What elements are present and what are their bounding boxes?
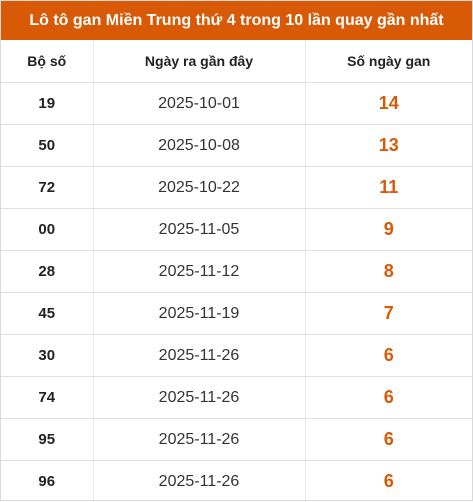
cell-days-gan: 6 <box>305 461 472 502</box>
table-row: 95 2025-11-26 6 <box>1 419 472 461</box>
cell-days-gan: 6 <box>305 419 472 461</box>
header-row: Bộ số Ngày ra gần đây Số ngày gan <box>1 40 472 83</box>
cell-last-date: 2025-11-05 <box>93 209 305 251</box>
cell-number: 50 <box>1 125 93 167</box>
cell-days-gan: 6 <box>305 377 472 419</box>
cell-days-gan: 13 <box>305 125 472 167</box>
cell-number: 30 <box>1 335 93 377</box>
cell-number: 00 <box>1 209 93 251</box>
table-row: 72 2025-10-22 11 <box>1 167 472 209</box>
cell-last-date: 2025-11-26 <box>93 335 305 377</box>
cell-number: 45 <box>1 293 93 335</box>
cell-days-gan: 14 <box>305 83 472 125</box>
cell-last-date: 2025-10-01 <box>93 83 305 125</box>
column-header-number: Bộ số <box>1 40 93 83</box>
cell-last-date: 2025-11-26 <box>93 377 305 419</box>
cell-last-date: 2025-11-26 <box>93 461 305 502</box>
cell-number: 95 <box>1 419 93 461</box>
cell-days-gan: 9 <box>305 209 472 251</box>
table-row: 19 2025-10-01 14 <box>1 83 472 125</box>
cell-last-date: 2025-11-19 <box>93 293 305 335</box>
table-row: 45 2025-11-19 7 <box>1 293 472 335</box>
cell-days-gan: 8 <box>305 251 472 293</box>
column-header-last-date: Ngày ra gần đây <box>93 40 305 83</box>
table-row: 28 2025-11-12 8 <box>1 251 472 293</box>
cell-number: 28 <box>1 251 93 293</box>
lo-gan-table: Bộ số Ngày ra gần đây Số ngày gan 19 202… <box>1 40 472 502</box>
cell-days-gan: 11 <box>305 167 472 209</box>
table-row: 30 2025-11-26 6 <box>1 335 472 377</box>
cell-number: 19 <box>1 83 93 125</box>
cell-number: 96 <box>1 461 93 502</box>
cell-number: 74 <box>1 377 93 419</box>
cell-days-gan: 6 <box>305 335 472 377</box>
cell-last-date: 2025-10-08 <box>93 125 305 167</box>
cell-last-date: 2025-11-12 <box>93 251 305 293</box>
table-row: 74 2025-11-26 6 <box>1 377 472 419</box>
column-header-days-gan: Số ngày gan <box>305 40 472 83</box>
cell-last-date: 2025-11-26 <box>93 419 305 461</box>
table-row: 00 2025-11-05 9 <box>1 209 472 251</box>
cell-last-date: 2025-10-22 <box>93 167 305 209</box>
cell-days-gan: 7 <box>305 293 472 335</box>
table-row: 96 2025-11-26 6 <box>1 461 472 502</box>
table-row: 50 2025-10-08 13 <box>1 125 472 167</box>
cell-number: 72 <box>1 167 93 209</box>
table-title: Lô tô gan Miền Trung thứ 4 trong 10 lần … <box>1 1 472 40</box>
